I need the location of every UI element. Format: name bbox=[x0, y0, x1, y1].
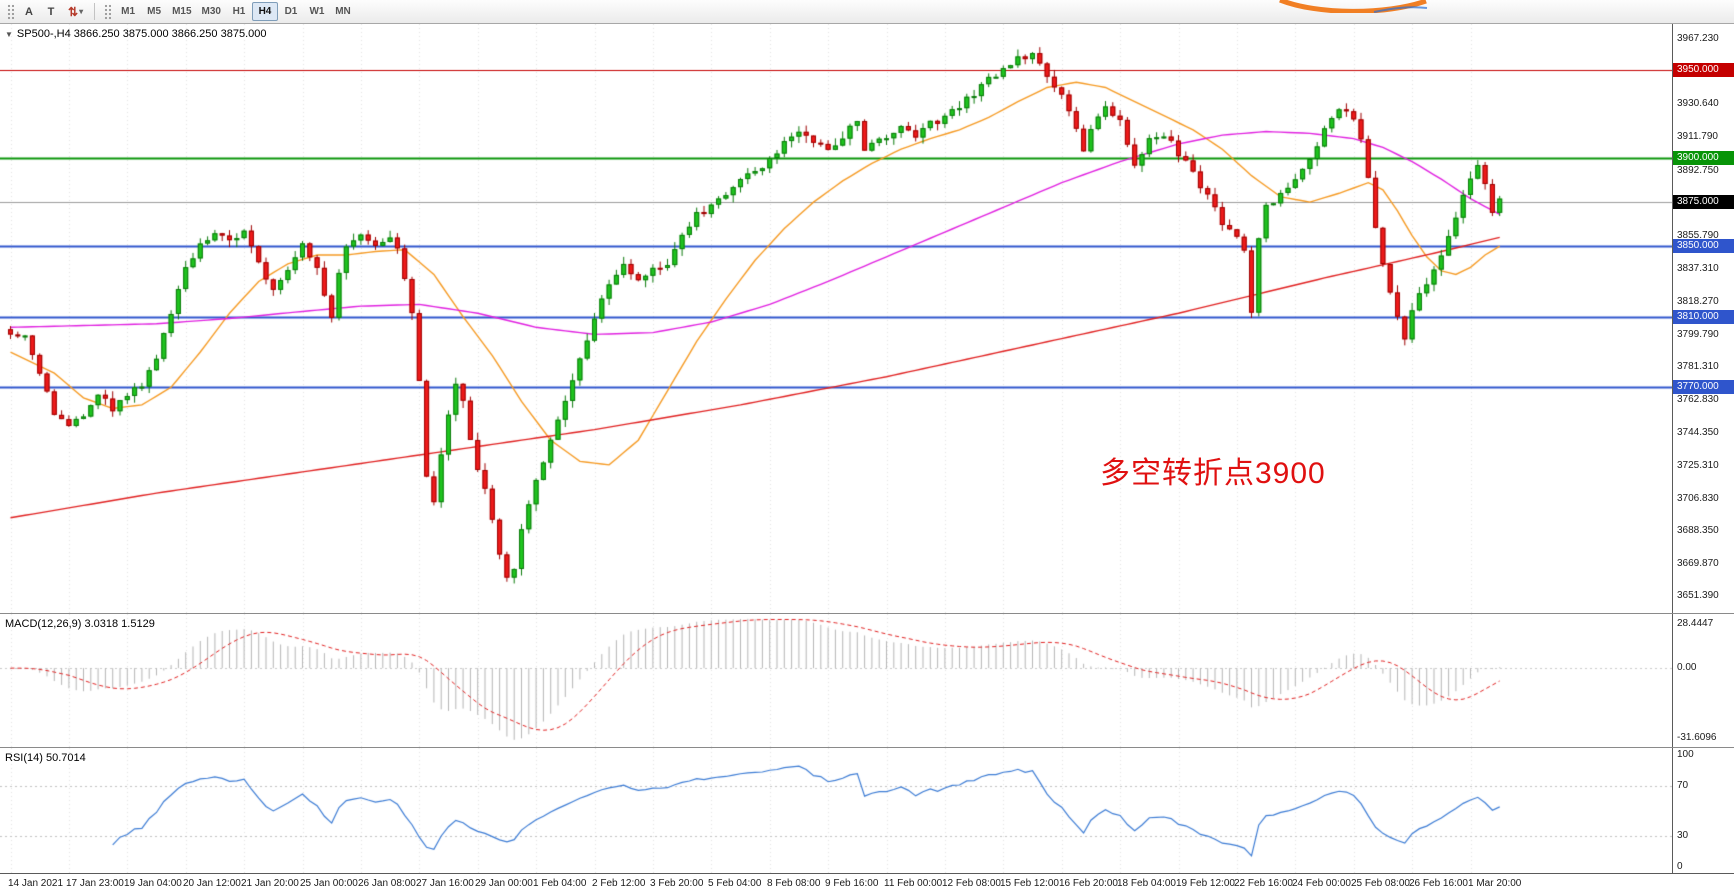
time-axis-label: 1 Mar 20:00 bbox=[1468, 878, 1522, 889]
price-axis-label: 3837.310 bbox=[1677, 263, 1719, 274]
timeframe-button-d1[interactable]: D1 bbox=[278, 2, 304, 21]
cursor-tool-button[interactable]: A bbox=[18, 2, 40, 22]
time-axis[interactable]: 14 Jan 2021 17 Jan 23:00 19 Jan 04:00 20 Ja… bbox=[0, 873, 1734, 895]
time-axis-label: 25 Jan 00:00 bbox=[300, 878, 358, 889]
price-axis-label: 3669.870 bbox=[1677, 558, 1719, 569]
time-axis-label: 20 Jan 12:00 bbox=[183, 878, 241, 889]
macd-axis-label: -31.6096 bbox=[1677, 732, 1717, 743]
macd-axis-label: 0.00 bbox=[1677, 662, 1697, 673]
price-level-badge: 3950.000 bbox=[1673, 63, 1734, 77]
timeframe-button-h4[interactable]: H4 bbox=[251, 2, 278, 21]
chevron-down-icon: ▾ bbox=[79, 7, 84, 16]
symbol-ohlc-label: SP500-,H4 3866.250 3875.000 3866.250 387… bbox=[16, 28, 267, 40]
rsi-axis-label: 0 bbox=[1677, 861, 1683, 872]
macd-panel-canvas[interactable] bbox=[0, 614, 1672, 747]
chart-title: ▼ SP500-,H4 3866.250 3875.000 3866.250 38… bbox=[5, 28, 266, 40]
time-axis-label: 21 Jan 20:00 bbox=[241, 878, 299, 889]
time-axis-label: 19 Feb 12:00 bbox=[1176, 878, 1235, 889]
time-axis-label: 15 Feb 12:00 bbox=[1000, 878, 1059, 889]
rsi-axis-label: 30 bbox=[1677, 830, 1689, 841]
price-axis-label: 3688.350 bbox=[1677, 525, 1719, 536]
price-axis-label: 3892.750 bbox=[1677, 165, 1719, 176]
chart-annotation-text[interactable]: 多空转折点3900 bbox=[1100, 457, 1326, 490]
macd-title: MACD(12,26,9) 3.0318 1.5129 bbox=[5, 618, 155, 630]
time-axis-label: 17 Jan 23:00 bbox=[66, 878, 124, 889]
price-axis-label: 3911.790 bbox=[1677, 131, 1718, 142]
toolbar-separator bbox=[94, 3, 96, 20]
time-axis-label: 5 Feb 04:00 bbox=[708, 878, 762, 889]
time-axis-label: 11 Feb 00:00 bbox=[884, 878, 943, 889]
timeframe-button-m30[interactable]: M30 bbox=[197, 2, 226, 21]
timeframe-button-m15[interactable]: M15 bbox=[167, 2, 196, 21]
toolbar-drag-handle[interactable] bbox=[7, 3, 14, 20]
time-axis-label: 19 Jan 04:00 bbox=[124, 878, 182, 889]
price-axis-label: 3967.230 bbox=[1677, 33, 1719, 44]
price-axis-label: 3651.390 bbox=[1677, 590, 1719, 601]
price-axis-label: 3855.790 bbox=[1677, 230, 1719, 241]
arrows-tool-button[interactable]: ⇅ ▾ bbox=[62, 2, 89, 22]
time-axis-label: 26 Jan 08:00 bbox=[358, 878, 416, 889]
price-axis-label: 3818.270 bbox=[1677, 296, 1719, 307]
time-axis-label: 26 Feb 16:00 bbox=[1409, 878, 1468, 889]
time-axis-label: 22 Feb 16:00 bbox=[1234, 878, 1293, 889]
price-axis-label: 3930.640 bbox=[1677, 98, 1719, 109]
time-axis-label: 24 Feb 00:00 bbox=[1292, 878, 1351, 889]
price-axis-label: 3799.790 bbox=[1677, 329, 1719, 340]
time-axis-label: 25 Feb 08:00 bbox=[1351, 878, 1410, 889]
time-axis-label: 9 Feb 16:00 bbox=[825, 878, 879, 889]
rsi-title: RSI(14) 50.7014 bbox=[5, 752, 86, 764]
time-axis-label: 16 Feb 20:00 bbox=[1059, 878, 1118, 889]
time-axis-label: 27 Jan 16:00 bbox=[416, 878, 474, 889]
price-axis-label: 3725.310 bbox=[1677, 460, 1719, 471]
price-level-badge: 3900.000 bbox=[1673, 151, 1734, 165]
price-level-badge: 3850.000 bbox=[1673, 239, 1734, 253]
panel-separator[interactable] bbox=[0, 613, 1734, 614]
price-level-badge: 3770.000 bbox=[1673, 380, 1734, 394]
main-chart-canvas[interactable] bbox=[0, 24, 1672, 613]
time-axis-label: 8 Feb 08:00 bbox=[767, 878, 821, 889]
price-axis-label: 3781.310 bbox=[1677, 361, 1719, 372]
arrows-icon: ⇅ bbox=[68, 4, 79, 19]
macd-axis-label: 28.4447 bbox=[1677, 618, 1714, 629]
price-axis-label: 3706.830 bbox=[1677, 493, 1719, 504]
price-axis-label: 3744.350 bbox=[1677, 427, 1719, 438]
rsi-axis-label: 100 bbox=[1677, 749, 1694, 760]
toolbar-drag-handle[interactable] bbox=[104, 3, 112, 20]
timeframe-button-w1[interactable]: W1 bbox=[304, 2, 330, 21]
price-axis[interactable]: 3967.230 3930.640 3911.790 3892.750 3855.790… bbox=[1672, 24, 1734, 895]
time-axis-label: 12 Feb 08:00 bbox=[942, 878, 1001, 889]
timeframe-button-h1[interactable]: H1 bbox=[226, 2, 252, 21]
timeframe-button-mn[interactable]: MN bbox=[330, 2, 356, 21]
time-axis-label: 1 Feb 04:00 bbox=[533, 878, 587, 889]
time-axis-label: 29 Jan 00:00 bbox=[475, 878, 533, 889]
chart-expand-icon[interactable]: ▼ bbox=[5, 30, 13, 39]
timeframe-button-m5[interactable]: M5 bbox=[141, 2, 167, 21]
text-tool-button[interactable]: T bbox=[40, 2, 62, 22]
price-level-badge: 3810.000 bbox=[1673, 310, 1734, 324]
time-axis-label: 18 Feb 04:00 bbox=[1117, 878, 1176, 889]
time-axis-label: 3 Feb 20:00 bbox=[650, 878, 704, 889]
rsi-axis-label: 70 bbox=[1677, 780, 1689, 791]
price-axis-label: 3762.830 bbox=[1677, 394, 1719, 405]
current-price-badge: 3875.000 bbox=[1673, 195, 1734, 209]
timeframe-button-m1[interactable]: M1 bbox=[115, 2, 141, 21]
panel-separator[interactable] bbox=[0, 747, 1734, 748]
time-axis-label: 2 Feb 12:00 bbox=[592, 878, 646, 889]
time-axis-label: 14 Jan 2021 bbox=[8, 878, 64, 889]
toolbar: A T ⇅ ▾ M1 M5 M15 M30 H1 H4 D1 W1 MN bbox=[0, 0, 1734, 24]
rsi-panel-canvas[interactable] bbox=[0, 748, 1672, 873]
